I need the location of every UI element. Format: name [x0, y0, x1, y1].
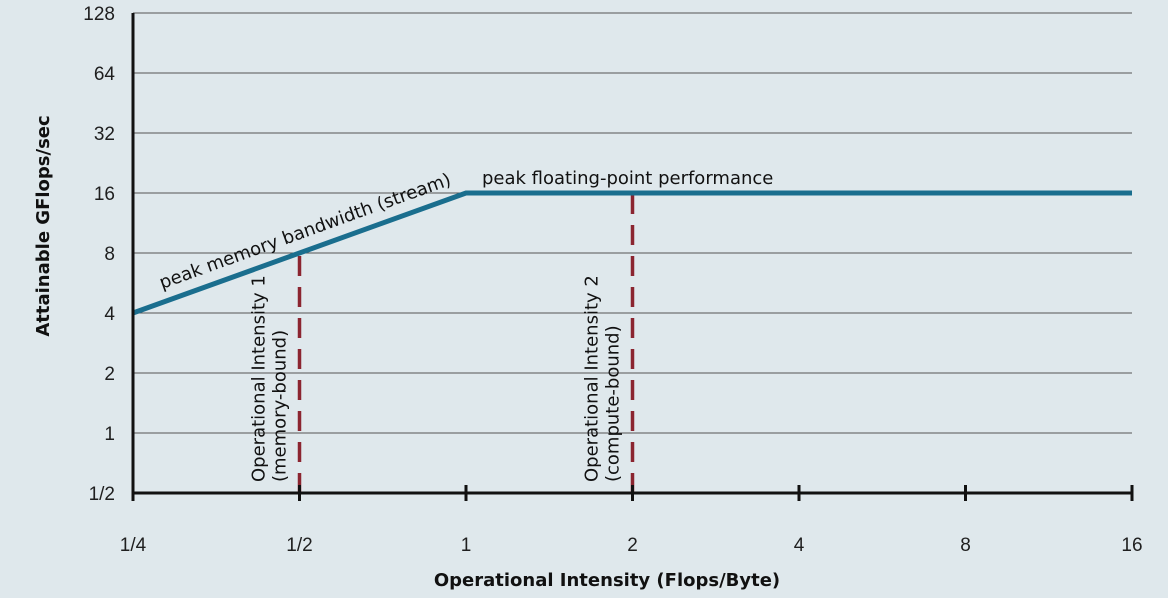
x-tick-label: 8: [960, 535, 971, 556]
y-tick-label: 64: [94, 64, 116, 85]
y-tick-label: 1: [104, 424, 115, 445]
y-tick-label: 32: [94, 124, 115, 145]
memory-roof-label: peak memory bandwidth (stream): [157, 169, 454, 293]
roofline-series: [132, 190, 1132, 316]
x-axis-title: Operational Intensity (Flops/Byte): [434, 570, 780, 591]
x-tick-label: 4: [794, 535, 805, 556]
y-tick-label: 2: [104, 364, 115, 385]
y-tick-label: 1/2: [89, 484, 115, 505]
roofline-line: [132, 190, 1132, 316]
y-tick-label: 8: [104, 244, 115, 265]
y-tick-label: 128: [83, 4, 115, 25]
oi1-label-line2: (memory-bound): [270, 330, 291, 482]
y-tick-labels: 1/2 1 2 4 8 16 32 64 128: [83, 4, 115, 505]
x-tick-label: 1/2: [286, 535, 312, 556]
axes: [131, 13, 1134, 501]
x-tick-label: 16: [1121, 535, 1142, 556]
y-axis-title: Attainable GFlops/sec: [33, 115, 54, 336]
oi2-label-line2: (compute-bound): [603, 325, 624, 482]
y-tick-label: 4: [104, 304, 115, 325]
x-tick-label: 1: [461, 535, 472, 556]
y-tick-label: 16: [94, 184, 115, 205]
oi2-label-line1: Operational Intensity 2: [582, 275, 603, 482]
compute-roof-label: peak floating-point performance: [482, 168, 773, 189]
x-tick-labels: 1/4 1/2 1 2 4 8 16: [120, 535, 1143, 556]
operational-intensity-lines: [297, 193, 635, 493]
x-tick-label: 1/4: [120, 535, 147, 556]
x-tick-label: 2: [627, 535, 638, 556]
oi1-label-line1: Operational Intensity 1: [249, 275, 270, 482]
